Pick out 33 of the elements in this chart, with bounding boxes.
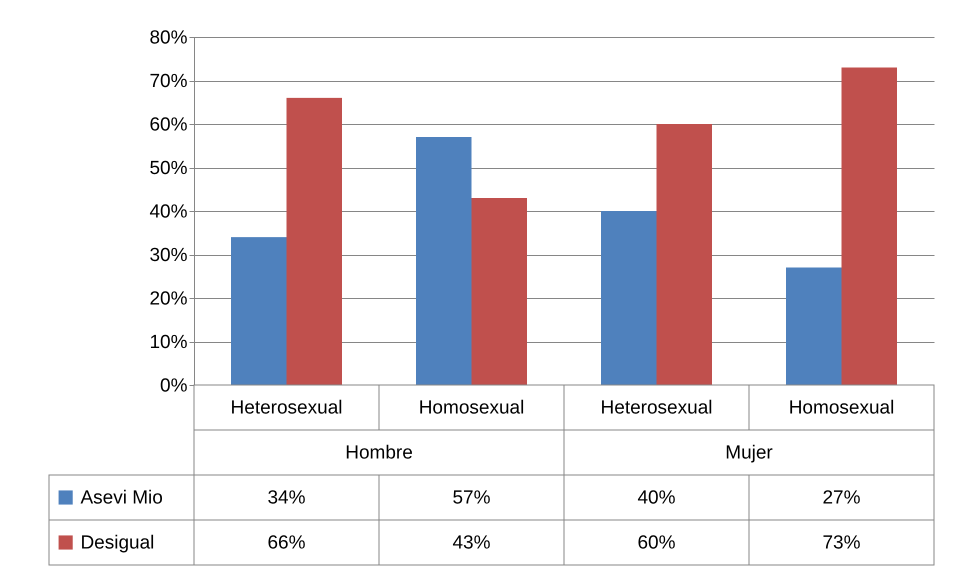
legend-label: Asevi Mio [80,488,163,508]
y-tick-label: 40% [149,202,188,222]
bar [286,98,342,385]
bar [416,137,472,385]
data-label: 27% [822,488,861,508]
bar [601,211,656,385]
data-label: 40% [637,488,676,508]
y-tick-label: 30% [149,245,188,266]
bar [786,268,842,385]
y-tick-label: 20% [149,288,188,310]
bar [656,124,712,385]
x-tick-label: Homosexual [418,398,524,418]
data-label: 43% [452,532,491,554]
data-label: 57% [452,488,491,508]
y-tick-label: 0% [160,376,188,396]
bar [231,237,286,385]
data-label: 34% [267,488,306,508]
y-tick-label: 10% [149,332,188,353]
x-tick-label: Heterosexual [230,398,342,418]
x-tick-label: Homosexual [788,398,894,418]
y-tick-label: 50% [149,158,188,179]
text: Mujer [725,442,774,464]
data-label: 66% [267,532,306,554]
y-tick-label: 60% [149,114,188,136]
bar [472,198,527,385]
x-tick-label: Heterosexual [600,398,712,418]
data-label: 73% [822,532,861,554]
legend-label: Desigual [80,532,154,554]
y-tick-label: 70% [149,71,188,92]
bar [842,67,897,385]
y-tick-label: 80% [149,28,188,48]
data-label: 60% [637,532,676,554]
text: Hombre [345,442,413,464]
